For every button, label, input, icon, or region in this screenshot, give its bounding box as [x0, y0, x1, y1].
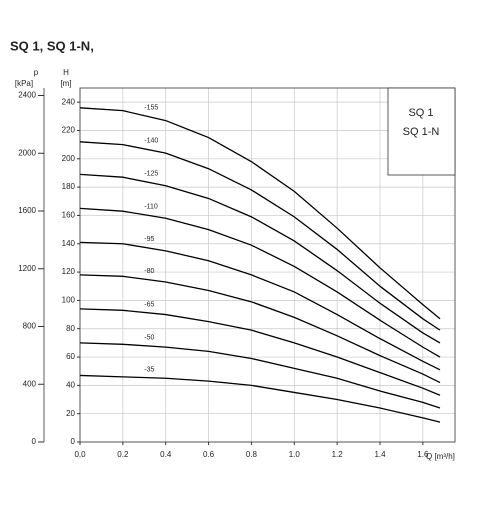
y2-tick-label: 800: [23, 322, 37, 331]
y2-axis-unit: [kPa]: [15, 79, 33, 88]
curve-label: -65: [144, 301, 154, 308]
model-name: SQ 1: [408, 107, 433, 119]
curve: [79, 107, 441, 320]
curve-label: -140: [144, 138, 158, 145]
y-tick-label: 220: [62, 126, 76, 135]
y-axis-label: H: [63, 68, 69, 77]
x-tick-label: 0.0: [74, 450, 86, 459]
y-tick-label: 20: [66, 409, 75, 418]
curve-label: -35: [144, 366, 154, 373]
x-tick-label: 0.4: [160, 450, 172, 459]
model-box: [387, 87, 456, 176]
curve-label: -80: [144, 268, 154, 275]
plot-frame: [79, 87, 456, 443]
curve-label: -125: [144, 170, 158, 177]
x-tick-label: 0.6: [203, 450, 215, 459]
chart-title: SQ 1, SQ 1-N,: [10, 38, 94, 53]
x-tick-label: 1.6: [417, 450, 429, 459]
y-tick-label: 0: [71, 437, 76, 446]
curve: [79, 342, 441, 409]
y-tick-label: 180: [62, 182, 76, 191]
y2-tick-label: 1200: [18, 264, 36, 273]
y2-tick-label: 0: [32, 437, 37, 446]
y2-tick-label: 1600: [18, 206, 36, 215]
y-tick-label: 140: [62, 239, 76, 248]
y2-tick-label: 400: [23, 379, 37, 388]
curve: [79, 274, 441, 384]
curve: [79, 374, 441, 423]
curve: [79, 241, 441, 371]
y-tick-label: 160: [62, 211, 76, 220]
curve-label: -155: [144, 104, 158, 111]
y-tick-label: 120: [62, 267, 76, 276]
y-tick-label: 80: [66, 324, 75, 333]
x-tick-label: 1.2: [332, 450, 344, 459]
x-axis-label: Q [m³/h]: [426, 452, 455, 461]
x-tick-label: 0.2: [117, 450, 129, 459]
curve: [79, 173, 441, 344]
x-tick-label: 0.8: [246, 450, 258, 459]
y-tick-label: 40: [66, 380, 75, 389]
y-tick-label: 60: [66, 352, 75, 361]
curve: [79, 141, 441, 331]
curve-label: -95: [144, 236, 154, 243]
curve-label: -110: [144, 204, 158, 211]
y2-tick-label: 2400: [18, 91, 36, 100]
curve: [79, 207, 441, 358]
model-name: SQ 1-N: [403, 126, 440, 138]
y-tick-label: 100: [62, 296, 76, 305]
x-tick-label: 1.4: [374, 450, 386, 459]
y-tick-label: 240: [62, 97, 76, 106]
y2-axis-label: p: [34, 68, 39, 77]
curve: [79, 308, 441, 396]
curve-label: -50: [144, 335, 154, 342]
y2-tick-label: 2000: [18, 148, 36, 157]
y-tick-label: 200: [62, 154, 76, 163]
x-tick-label: 1.0: [289, 450, 301, 459]
y-axis-unit: [m]: [60, 79, 71, 88]
